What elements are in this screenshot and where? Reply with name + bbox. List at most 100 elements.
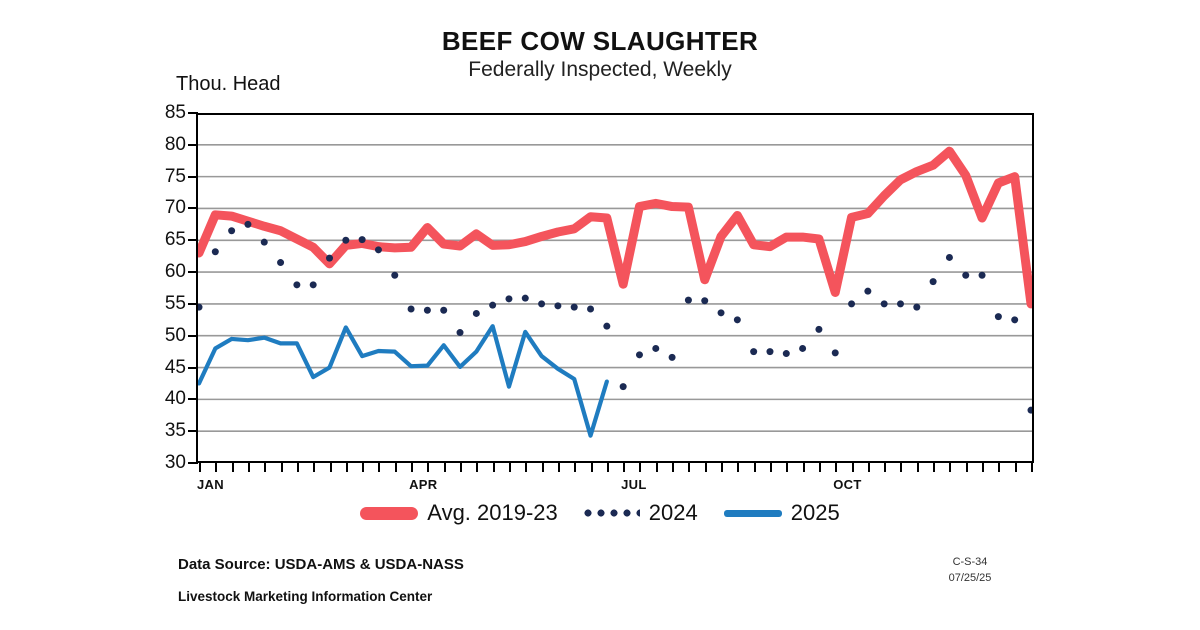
data-point bbox=[652, 344, 660, 352]
y-tick-label: 65 bbox=[164, 229, 186, 251]
data-point bbox=[668, 353, 676, 361]
x-tick-mark bbox=[378, 463, 381, 472]
chart-code: C-S-34 07/25/25 bbox=[900, 555, 1040, 587]
organization-label: Livestock Marketing Information Center bbox=[178, 589, 433, 604]
data-point bbox=[554, 302, 562, 310]
x-tick-mark bbox=[802, 463, 805, 472]
data-point bbox=[407, 305, 415, 313]
y-tick-label: 60 bbox=[164, 261, 186, 283]
y-tick-label: 50 bbox=[164, 324, 186, 346]
data-point bbox=[994, 313, 1002, 321]
plot-frame bbox=[196, 113, 1034, 463]
x-tick-mark bbox=[411, 463, 414, 472]
y-tick-label: 40 bbox=[164, 388, 186, 410]
legend-swatch-icon bbox=[583, 509, 640, 517]
x-tick-mark bbox=[427, 463, 430, 472]
data-point bbox=[913, 303, 921, 311]
y-tick-mark bbox=[188, 112, 198, 114]
x-tick-mark bbox=[704, 463, 707, 472]
x-tick-mark bbox=[639, 463, 642, 472]
data-point bbox=[326, 254, 334, 262]
y-tick-mark bbox=[188, 366, 198, 369]
chart-code-id: C-S-34 bbox=[952, 556, 988, 568]
data-point bbox=[717, 309, 725, 317]
data-point bbox=[782, 350, 790, 358]
y-tick-label: 80 bbox=[164, 133, 186, 155]
data-point bbox=[521, 294, 529, 302]
x-tick-mark bbox=[296, 463, 299, 472]
y-tick-mark bbox=[188, 398, 198, 401]
data-point bbox=[342, 236, 350, 244]
y-tick-label: 45 bbox=[164, 356, 186, 378]
y-tick-label: 75 bbox=[164, 165, 186, 187]
x-tick-mark bbox=[965, 463, 968, 472]
legend-label: Avg. 2019-23 bbox=[427, 500, 558, 525]
data-point bbox=[440, 306, 448, 314]
legend-label: 2024 bbox=[648, 500, 698, 525]
data-point bbox=[244, 220, 252, 228]
y-tick-mark bbox=[188, 430, 198, 433]
x-tick-mark bbox=[443, 463, 446, 472]
series-2024 bbox=[196, 220, 1034, 414]
y-tick-mark bbox=[188, 175, 198, 178]
data-point bbox=[619, 383, 627, 391]
legend-swatch-icon bbox=[360, 506, 419, 520]
data-point bbox=[701, 297, 709, 305]
plot-area bbox=[196, 113, 1034, 463]
chart-legend: Avg. 2019-23 2024 2025 bbox=[0, 500, 1200, 526]
data-point bbox=[538, 300, 546, 308]
data-point bbox=[945, 253, 953, 261]
x-tick-mark bbox=[753, 463, 756, 472]
y-tick-mark bbox=[188, 334, 198, 337]
series-2025 bbox=[196, 324, 609, 438]
x-tick-label-apr: APR bbox=[409, 477, 438, 492]
x-tick-mark bbox=[721, 463, 724, 472]
data-point bbox=[1011, 316, 1019, 324]
data-point bbox=[799, 344, 807, 352]
data-point bbox=[603, 322, 611, 330]
data-point bbox=[570, 303, 578, 311]
page-title: BEEF COW SLAUGHTER bbox=[441, 26, 759, 56]
x-tick-mark bbox=[900, 463, 903, 472]
x-tick-mark bbox=[672, 463, 675, 472]
legend-label: 2025 bbox=[790, 500, 840, 525]
data-point bbox=[309, 281, 317, 289]
x-tick-mark bbox=[394, 463, 397, 472]
data-source-label: Data Source: USDA-AMS & USDA-NASS bbox=[178, 556, 464, 573]
data-point bbox=[228, 227, 236, 235]
data-point bbox=[505, 295, 513, 303]
data-point bbox=[733, 316, 741, 324]
data-point bbox=[684, 296, 692, 304]
x-tick-mark bbox=[313, 463, 316, 472]
data-point bbox=[815, 325, 823, 333]
data-point bbox=[978, 271, 986, 279]
x-tick-label-oct: OCT bbox=[833, 477, 862, 492]
y-tick-mark bbox=[188, 271, 198, 274]
data-point bbox=[929, 278, 937, 286]
x-tick-mark bbox=[1031, 463, 1033, 472]
x-tick-mark bbox=[867, 463, 870, 472]
data-point bbox=[489, 301, 497, 309]
data-point bbox=[848, 300, 856, 308]
y-tick-mark bbox=[188, 239, 198, 242]
y-tick-label: 55 bbox=[164, 292, 186, 314]
x-tick-mark bbox=[916, 463, 919, 472]
x-tick-mark bbox=[460, 463, 463, 472]
x-tick-mark bbox=[247, 463, 250, 472]
data-point bbox=[472, 309, 480, 317]
x-tick-mark bbox=[818, 463, 821, 472]
data-point bbox=[358, 236, 366, 244]
legend-item-2025[interactable]: 2025 bbox=[723, 500, 840, 526]
legend-item-avg-2019-23[interactable]: Avg. 2019-23 bbox=[360, 500, 558, 526]
y-axis-caption: Thou. Head bbox=[176, 73, 281, 95]
x-tick-mark bbox=[933, 463, 936, 472]
y-tick-mark bbox=[188, 462, 198, 464]
x-tick-mark bbox=[508, 463, 511, 472]
x-tick-mark bbox=[557, 463, 560, 472]
legend-item-2024[interactable]: 2024 bbox=[583, 500, 698, 526]
data-point bbox=[962, 271, 970, 279]
y-tick-label: 70 bbox=[164, 197, 186, 219]
x-tick-mark bbox=[884, 463, 887, 472]
data-point bbox=[880, 300, 888, 308]
